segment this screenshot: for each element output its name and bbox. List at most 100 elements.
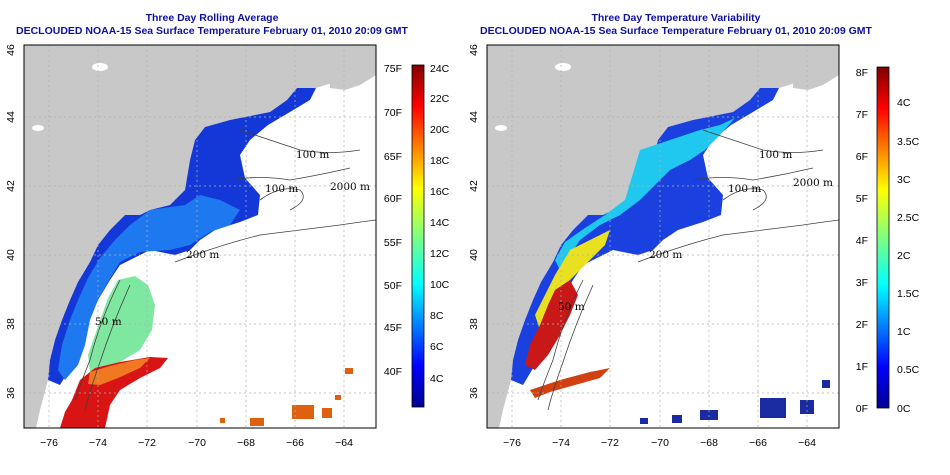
svg-text:−72: −72: [138, 437, 156, 449]
svg-text:75F: 75F: [384, 63, 402, 75]
svg-text:0.5C: 0.5C: [897, 364, 920, 376]
svg-text:6F: 6F: [856, 151, 868, 163]
svg-text:55F: 55F: [384, 237, 402, 249]
svg-text:46: 46: [468, 44, 480, 56]
right-lake: [555, 63, 571, 71]
left-lat-axis: 46 44 42 40 38 36: [5, 44, 17, 399]
svg-text:22C: 22C: [430, 93, 450, 105]
svg-text:36: 36: [468, 387, 480, 399]
left-contour-labels: 100 m 2000 m 100 m 200 m 50 m: [95, 149, 370, 328]
left-lon-axis: −76 −74 −72 −70 −68 −66 −64: [40, 437, 353, 449]
svg-text:100 m: 100 m: [759, 149, 792, 161]
svg-text:20C: 20C: [430, 124, 450, 136]
svg-text:42: 42: [5, 180, 17, 192]
svg-text:38: 38: [5, 318, 17, 330]
svg-text:24C: 24C: [430, 63, 450, 75]
svg-text:18C: 18C: [430, 155, 450, 167]
left-sst-gulf-stream-orange: [88, 358, 150, 385]
svg-text:38: 38: [468, 318, 480, 330]
svg-text:5F: 5F: [856, 193, 868, 205]
svg-text:70F: 70F: [384, 107, 402, 119]
svg-text:200 m: 200 m: [186, 249, 219, 261]
svg-text:−66: −66: [749, 437, 767, 449]
svg-text:40: 40: [5, 249, 17, 261]
svg-text:60F: 60F: [384, 193, 402, 205]
svg-text:100 m: 100 m: [728, 183, 761, 195]
svg-text:−70: −70: [651, 437, 669, 449]
svg-text:7F: 7F: [856, 109, 868, 121]
right-grid: [487, 45, 839, 428]
svg-text:−72: −72: [601, 437, 619, 449]
svg-text:100 m: 100 m: [296, 149, 329, 161]
svg-text:8C: 8C: [430, 310, 444, 322]
svg-text:−76: −76: [503, 437, 521, 449]
svg-text:50 m: 50 m: [95, 316, 122, 328]
svg-text:−64: −64: [335, 437, 353, 449]
svg-text:−64: −64: [798, 437, 816, 449]
right-var-red-band: [525, 280, 578, 370]
left-colorbar-fahrenheit: 75F 70F 65F 60F 55F 50F 45F 40F: [384, 63, 402, 378]
svg-text:−68: −68: [700, 437, 718, 449]
svg-text:2C: 2C: [897, 250, 911, 262]
svg-text:45F: 45F: [384, 322, 402, 334]
left-grid: [24, 45, 376, 428]
svg-text:14C: 14C: [430, 217, 450, 229]
right-land-mass: [487, 45, 839, 428]
right-lon-axis: −76 −74 −72 −70 −68 −66 −64: [503, 437, 816, 449]
svg-text:65F: 65F: [384, 151, 402, 163]
svg-text:−76: −76: [40, 437, 58, 449]
svg-text:8F: 8F: [856, 67, 868, 79]
left-lake: [92, 63, 108, 71]
left-sst-shelf-blue: [58, 195, 240, 380]
svg-text:100 m: 100 m: [265, 183, 298, 195]
svg-text:44: 44: [468, 111, 480, 123]
right-map: 100 m 2000 m 100 m 200 m 50 m: [487, 45, 839, 428]
right-lat-axis: 46 44 42 40 38 36: [468, 44, 480, 399]
svg-text:−74: −74: [89, 437, 107, 449]
left-land-mass: [24, 45, 376, 428]
svg-text:200 m: 200 m: [649, 249, 682, 261]
svg-text:40: 40: [468, 249, 480, 261]
svg-text:1F: 1F: [856, 361, 868, 373]
svg-text:4F: 4F: [856, 235, 868, 247]
left-map-title: Three Day Rolling Average: [146, 12, 279, 24]
right-var-yellow-band: [535, 230, 610, 330]
right-contours: [537, 129, 839, 411]
svg-text:0F: 0F: [856, 403, 868, 415]
svg-text:10C: 10C: [430, 279, 450, 291]
left-map: 100 m 2000 m 100 m 200 m 50 m: [24, 45, 376, 428]
right-var-blue-base: [511, 88, 779, 385]
svg-text:3C: 3C: [897, 174, 911, 186]
svg-text:4C: 4C: [897, 97, 911, 109]
svg-text:2000 m: 2000 m: [330, 181, 370, 193]
left-lake: [32, 125, 44, 131]
right-colorbar: 8F 7F 6F 5F 4F 3F 2F 1F 0F 4C 3.5C 3C 2.…: [856, 66, 920, 415]
svg-text:1C: 1C: [897, 326, 911, 338]
right-colorbar-fahrenheit: 8F 7F 6F 5F 4F 3F 2F 1F 0F: [856, 67, 868, 415]
svg-text:−70: −70: [188, 437, 206, 449]
svg-text:2F: 2F: [856, 319, 868, 331]
svg-text:44: 44: [5, 111, 17, 123]
left-sst-gulf-stream: [60, 357, 168, 428]
left-colorbar: 75F 70F 65F 60F 55F 50F 45F 40F 24C 22C …: [384, 63, 450, 408]
left-contours: [74, 129, 376, 411]
svg-text:3F: 3F: [856, 277, 868, 289]
svg-text:1.5C: 1.5C: [897, 288, 920, 300]
svg-text:42: 42: [468, 180, 480, 192]
svg-text:36: 36: [5, 387, 17, 399]
svg-text:3.5C: 3.5C: [897, 136, 920, 148]
right-nova-scotia: [793, 62, 839, 90]
right-var-cyan-shelf: [555, 118, 735, 270]
left-map-subtitle: DECLOUDED NOAA-15 Sea Surface Temperatur…: [16, 25, 409, 37]
svg-text:2.5C: 2.5C: [897, 212, 920, 224]
svg-text:−66: −66: [286, 437, 304, 449]
right-var-southern-band: [530, 368, 610, 398]
right-lake: [495, 125, 507, 131]
svg-text:50 m: 50 m: [558, 301, 585, 313]
right-map-frame: [486, 44, 840, 429]
right-map-subtitle: DECLOUDED NOAA-15 Sea Surface Temperatur…: [480, 25, 873, 37]
right-map-title: Three Day Temperature Variability: [591, 12, 760, 24]
left-nova-scotia: [330, 62, 376, 90]
svg-text:0C: 0C: [897, 403, 911, 415]
